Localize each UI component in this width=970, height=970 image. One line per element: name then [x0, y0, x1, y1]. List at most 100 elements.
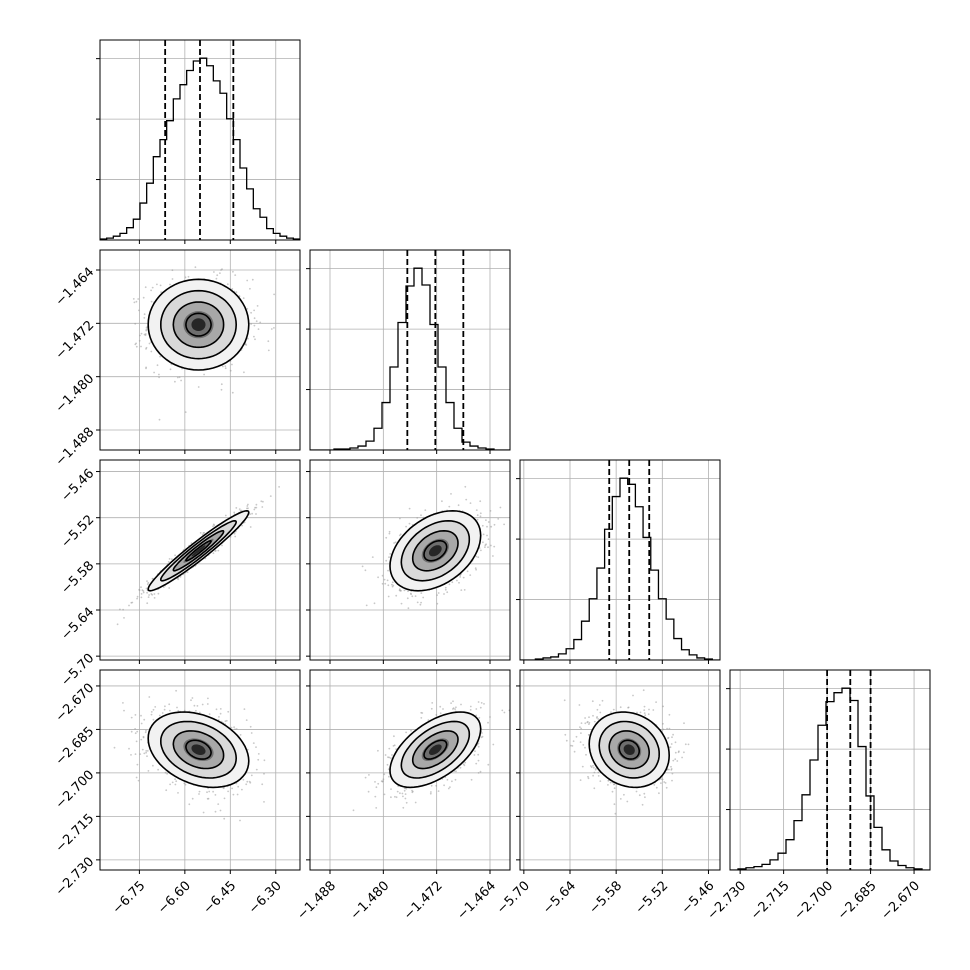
- scatter-point: [251, 512, 254, 515]
- x-tick-label: −5.64: [540, 878, 579, 917]
- scatter-point: [635, 790, 638, 793]
- scatter-point: [627, 706, 629, 709]
- scatter-point: [405, 525, 407, 528]
- scatter-point: [487, 521, 490, 523]
- scatter-point: [191, 697, 194, 699]
- scatter-point: [203, 373, 206, 376]
- axes-frame: [309, 249, 511, 451]
- scatter-point: [113, 746, 116, 749]
- x-tick-label: −2.685: [835, 878, 880, 923]
- scatter-point: [479, 515, 482, 518]
- scatter-point: [224, 720, 227, 723]
- scatter-point: [140, 596, 143, 599]
- panel-content: [563, 689, 690, 815]
- scatter-point: [446, 591, 449, 594]
- y-tick-label: −1.472: [53, 318, 98, 363]
- scatter-point: [150, 713, 153, 716]
- scatter-point: [198, 711, 201, 714]
- scatter-point: [227, 710, 230, 713]
- scatter-point: [208, 713, 211, 715]
- scatter-point: [487, 546, 489, 549]
- y-tick-label: −1.488: [53, 425, 98, 470]
- scatter-point: [96, 313, 98, 315]
- scatter-point: [475, 708, 478, 710]
- scatter-point: [483, 703, 485, 705]
- scatter-point: [249, 287, 251, 290]
- scatter-point: [227, 790, 230, 793]
- scatter-point: [470, 778, 473, 781]
- scatter-point: [443, 593, 445, 595]
- scatter-point: [194, 266, 197, 269]
- scatter-point: [116, 623, 119, 626]
- scatter-point: [246, 307, 249, 310]
- scatter-point: [179, 576, 182, 578]
- scatter-point: [454, 708, 456, 710]
- scatter-point: [257, 328, 260, 330]
- scatter-point: [156, 283, 158, 286]
- scatter-point: [668, 727, 671, 730]
- y-tick-label: −1.464: [53, 265, 98, 310]
- scatter-point: [678, 750, 680, 753]
- scatter-point: [381, 582, 384, 585]
- scatter-point: [478, 716, 481, 719]
- scatter-point: [158, 376, 161, 379]
- scatter-point: [660, 782, 662, 784]
- scatter-point: [460, 589, 463, 591]
- axes-frame: [99, 459, 301, 661]
- scatter-point: [570, 744, 572, 747]
- scatter-point: [247, 337, 249, 340]
- scatter-point: [186, 571, 189, 574]
- scatter-point: [235, 728, 238, 730]
- scatter-point: [171, 558, 173, 561]
- scatter-point: [166, 772, 169, 775]
- y-tick-label: −5.58: [59, 559, 98, 598]
- scatter-point: [481, 524, 484, 527]
- scatter-point: [365, 604, 368, 607]
- scatter-point: [670, 743, 673, 745]
- axes-frame: [309, 459, 511, 661]
- scatter-point: [387, 768, 390, 771]
- scatter-point: [176, 706, 178, 709]
- scatter-point: [662, 728, 665, 731]
- scatter-point: [135, 776, 138, 779]
- scatter-point: [436, 602, 439, 605]
- contour-line: [172, 529, 225, 572]
- scatter-point: [187, 275, 190, 278]
- contour-line: [423, 739, 448, 760]
- scatter-point: [177, 578, 180, 581]
- scatter-point: [609, 781, 612, 784]
- scatter-point: [599, 780, 602, 782]
- scatter-point: [253, 309, 256, 312]
- scatter-point: [447, 787, 450, 790]
- scatter-point: [229, 369, 232, 372]
- scatter-point: [449, 786, 451, 788]
- scatter-point: [429, 792, 432, 795]
- scatter-point: [152, 718, 155, 721]
- scatter-point: [139, 334, 141, 337]
- scatter-point: [611, 790, 614, 793]
- scatter-point: [584, 746, 586, 749]
- scatter-point: [451, 581, 454, 584]
- scatter-point: [169, 368, 172, 371]
- scatter-point: [191, 797, 194, 800]
- scatter-point: [249, 513, 252, 515]
- scatter-point: [247, 503, 249, 506]
- scatter-point: [388, 532, 391, 535]
- scatter-point: [163, 708, 166, 711]
- scatter-point: [193, 704, 196, 707]
- scatter-point: [140, 586, 142, 589]
- scatter-point: [234, 274, 237, 276]
- scatter-point: [596, 708, 599, 711]
- scatter-point: [246, 279, 249, 282]
- scatter-point: [248, 780, 251, 783]
- scatter-point: [497, 518, 500, 520]
- scatter-point: [269, 495, 272, 497]
- scatter-point: [364, 569, 367, 572]
- panel-content: [113, 689, 266, 822]
- scatter-point: [144, 731, 147, 734]
- scatter-point: [164, 705, 166, 708]
- scatter-point: [565, 739, 568, 742]
- scatter-point: [141, 748, 144, 751]
- scatter-point: [232, 270, 234, 273]
- scatter-point: [408, 522, 411, 525]
